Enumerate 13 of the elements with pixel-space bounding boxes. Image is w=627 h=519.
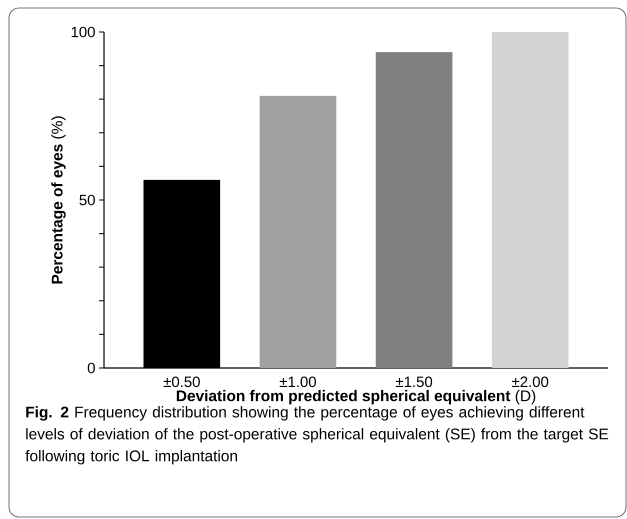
x-tick-label: ±1.50 <box>396 376 432 388</box>
x-tick-label: ±1.00 <box>280 376 316 388</box>
bar <box>492 32 569 368</box>
text: Fig. 2 Frequency distribution showing the percentage of eyes achieving different levels of deviation of the post-operative spherical equivalent (SE) from the target SE following toric IOL implantation <box>25 406 608 464</box>
y-tick-label: 50 <box>79 194 95 206</box>
x-axis-title: Deviation from predicted spherical equivalent (D) <box>176 390 536 404</box>
bar <box>260 96 336 368</box>
y-tick-label: 100 <box>72 26 95 38</box>
x-tick-label: ±2.00 <box>512 376 548 388</box>
x-tick-label: ±0.50 <box>164 376 200 388</box>
y-tick-label: 0 <box>88 362 95 374</box>
bar <box>376 52 452 368</box>
y-axis-title: Percentage of eyes (%) <box>51 116 66 284</box>
